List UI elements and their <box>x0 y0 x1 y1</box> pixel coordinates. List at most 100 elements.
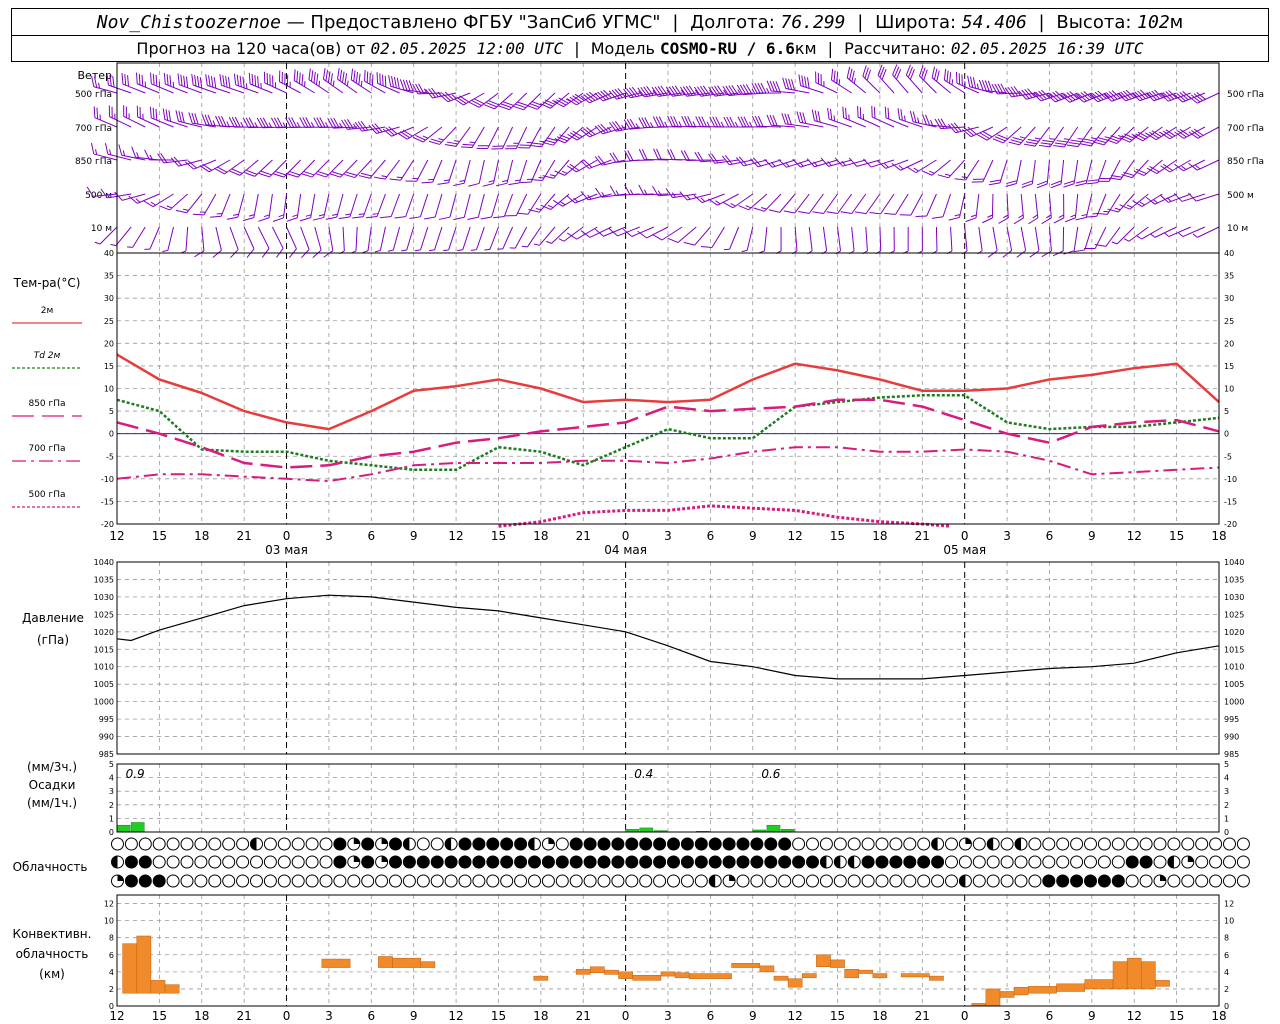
barb-flag <box>258 217 270 222</box>
barb-flag <box>333 117 340 129</box>
barb-half <box>1104 93 1110 98</box>
barb-flag <box>488 100 500 106</box>
barb-flag <box>1075 94 1085 103</box>
barb-flag <box>891 162 901 171</box>
barb-flag <box>498 105 510 111</box>
barb-staff <box>1090 126 1107 147</box>
barb-flag <box>202 163 213 171</box>
barb-half <box>144 81 147 88</box>
barb-flag <box>1159 93 1169 102</box>
barb-staff <box>1018 126 1036 146</box>
barb-flag <box>177 73 180 85</box>
cloud-symbol <box>680 855 694 869</box>
barb-flag <box>546 137 558 142</box>
cloud-symbol <box>389 874 402 888</box>
barb-staff <box>208 159 231 173</box>
barb-staff <box>553 126 570 146</box>
barb-flag <box>210 76 214 88</box>
wind-barb <box>312 193 330 221</box>
barb-half <box>318 214 325 217</box>
altitude-unit: м <box>1169 12 1184 33</box>
barb-flag <box>446 141 458 145</box>
barb-flag <box>371 74 374 86</box>
cloud-symbol-half <box>959 875 966 887</box>
barb-staff <box>771 124 796 128</box>
barb-flag <box>743 116 750 128</box>
cloud-symbol <box>847 874 861 888</box>
barb-flag <box>815 71 817 83</box>
wind-barb <box>781 113 810 128</box>
altitude-label: Высота: <box>1056 12 1132 33</box>
press-tick-left: 1010 <box>94 663 114 672</box>
barb-staff <box>325 159 344 178</box>
cloud-symbol-quarter <box>381 838 388 844</box>
barb-flag <box>1038 144 1051 148</box>
precip-bar <box>116 824 131 833</box>
barb-staff <box>899 118 923 128</box>
barb-flag <box>90 142 95 155</box>
wind-barb <box>1005 159 1022 187</box>
barb-staff <box>729 226 740 250</box>
barb-staff <box>1195 193 1220 202</box>
cloud-symbol <box>750 837 764 851</box>
conv-bar <box>787 978 803 988</box>
barb-flag <box>991 83 998 95</box>
barb-flag <box>506 145 518 147</box>
barb-flag <box>670 149 676 160</box>
barb-flag <box>100 188 108 199</box>
conv-tick-right: 8 <box>1224 934 1229 943</box>
barb-flag <box>518 147 530 149</box>
calc-time: 02.05.2025 16:39 UTC <box>950 39 1144 58</box>
cloud-symbol <box>819 837 833 851</box>
cloud-symbol <box>361 874 375 888</box>
barb-staff <box>1168 92 1191 102</box>
legend-label-3: 700 гПа <box>28 444 65 454</box>
wind-barb <box>700 226 725 248</box>
barb-flag <box>594 125 604 135</box>
barb-flag <box>594 92 604 102</box>
barb-half <box>127 246 133 248</box>
barb-flag <box>1013 86 1021 96</box>
wind-barb <box>191 74 217 94</box>
barb-flag <box>173 156 182 166</box>
wind-barb <box>775 226 782 254</box>
barb-half <box>513 142 519 144</box>
cloud-symbol <box>680 874 694 888</box>
barb-staff <box>364 80 386 94</box>
barb-flag <box>1151 130 1162 137</box>
wind-barb <box>554 126 584 144</box>
press-tick-right: 1030 <box>1224 593 1244 602</box>
barb-flag <box>1111 90 1121 99</box>
barb-flag <box>484 104 495 110</box>
hour-label: 3 <box>664 529 672 543</box>
barb-half <box>95 149 98 155</box>
barb-half <box>1126 204 1133 208</box>
barb-flag <box>1119 137 1130 143</box>
wind-barb <box>209 193 231 218</box>
cloud-symbol <box>124 874 138 888</box>
barb-flag <box>201 114 207 125</box>
wind-barb <box>902 226 909 254</box>
hour-label-bottom: 12 <box>448 1009 463 1023</box>
barb-flag <box>820 157 829 167</box>
barb-flag <box>595 187 603 198</box>
barb-staff <box>215 226 222 251</box>
barb-flag <box>273 117 281 128</box>
barb-flag <box>371 124 380 134</box>
conv-tick-right: 6 <box>1224 951 1229 960</box>
barb-flag <box>977 134 988 141</box>
barb-staff <box>151 83 174 94</box>
wind-level-label-right: 10 м <box>1227 224 1248 234</box>
wind-barb <box>457 226 471 252</box>
barb-flag <box>667 149 673 160</box>
barb-flag <box>124 74 127 86</box>
cloud-symbol <box>1028 874 1042 888</box>
wind-barb <box>884 193 909 215</box>
wind-barb <box>414 226 429 252</box>
wind-barb <box>1008 126 1036 146</box>
barb-staff <box>186 193 203 214</box>
barb-flag <box>1165 129 1176 137</box>
barb-flag <box>482 182 494 187</box>
hour-label: 3 <box>325 529 333 543</box>
barb-flag <box>431 87 439 98</box>
